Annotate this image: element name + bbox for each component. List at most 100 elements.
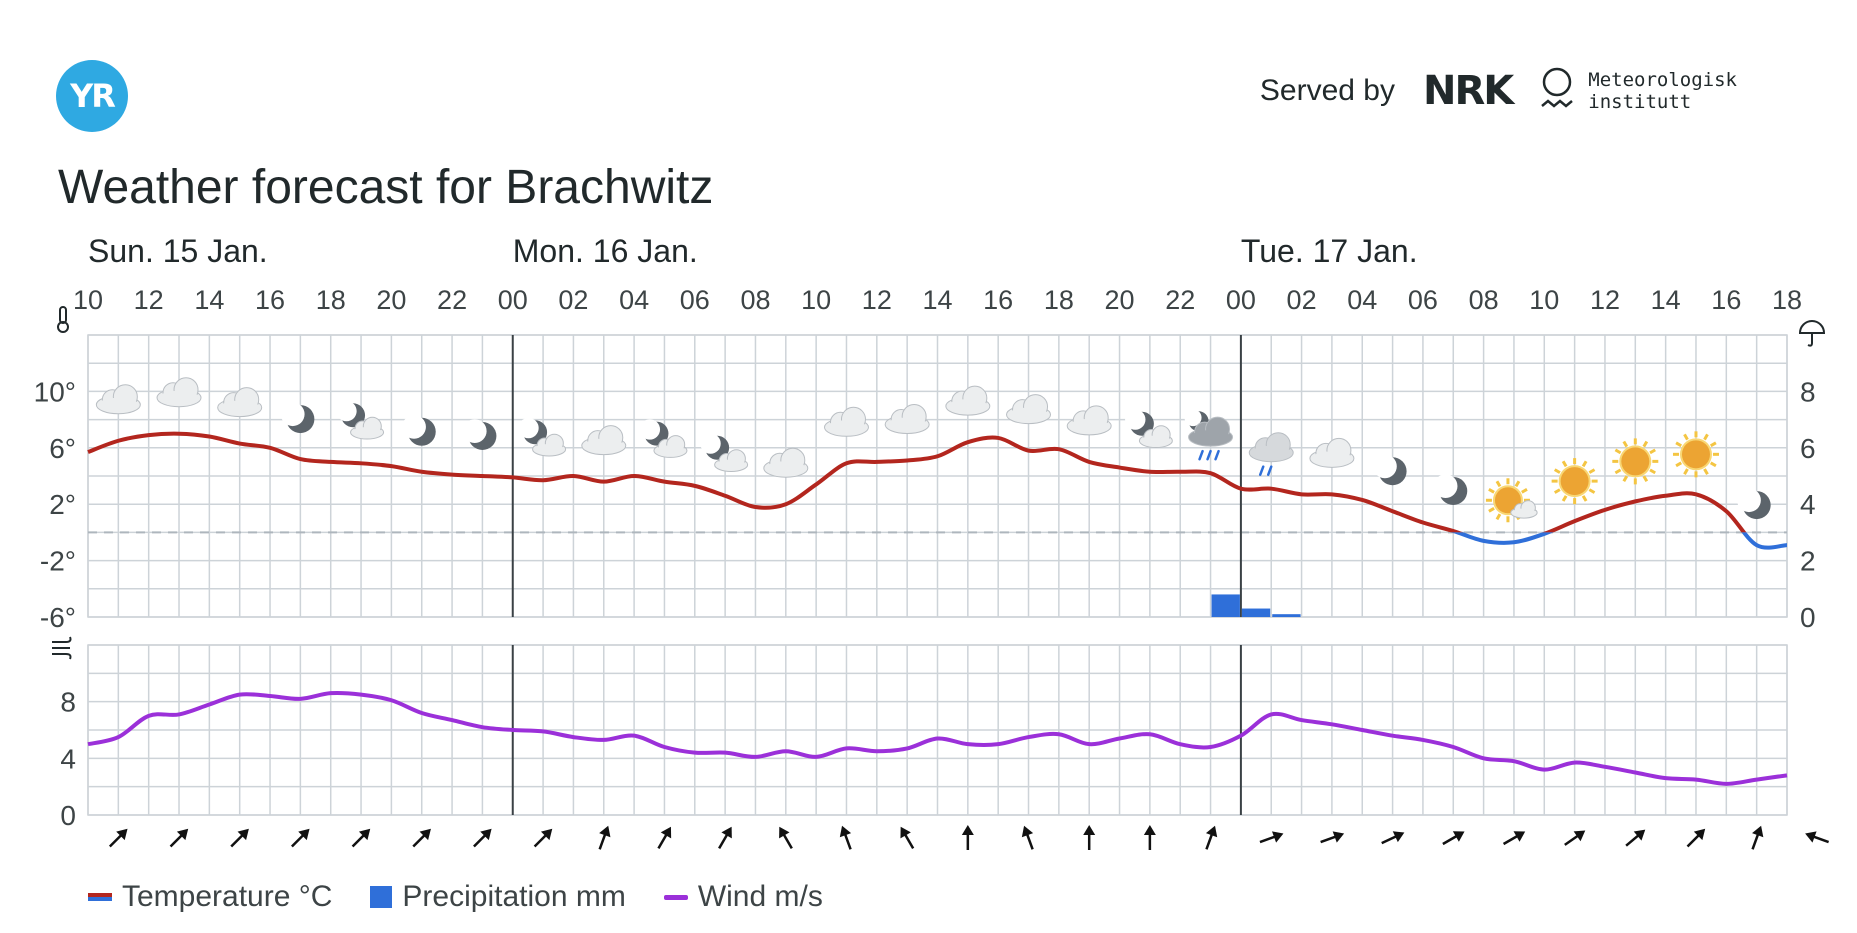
legend-temperature: Temperature °C — [88, 880, 332, 914]
x-tick-label: 04 — [619, 285, 649, 315]
wind-arrow — [1143, 825, 1156, 850]
met-logo-icon — [1541, 67, 1574, 108]
wind-arrow — [412, 828, 431, 848]
precipitation-axis-label: 0 — [1800, 602, 1816, 633]
wind-arrow — [1564, 830, 1586, 846]
legend-temperature-label: Temperature °C — [122, 880, 333, 913]
met-logo-text: Meteorologisk institutt — [1588, 69, 1737, 113]
x-tick-label: 20 — [1105, 285, 1135, 315]
x-tick-label: 12 — [862, 285, 892, 315]
weather-symbol-partlycloudy-night — [336, 400, 385, 440]
x-tick-label: 18 — [1772, 285, 1802, 315]
wind-arrow — [169, 828, 189, 848]
weather-symbol-cloudy — [823, 406, 869, 437]
wind-arrow — [230, 828, 249, 848]
precipitation-bar — [1272, 614, 1301, 617]
wind-icon — [52, 636, 72, 660]
precipitation-axis-label: 8 — [1800, 376, 1816, 407]
page-title: Weather forecast for Brachwitz — [58, 161, 714, 214]
met-line1: Meteorologisk — [1588, 69, 1737, 91]
wind-arrow — [1320, 831, 1345, 844]
day-label: Tue. 17 Jan. — [1241, 233, 1418, 269]
x-tick-label: 18 — [316, 285, 346, 315]
wind-arrow — [473, 828, 492, 848]
weather-symbol-cloudy — [95, 384, 141, 415]
precipitation-axis-label: 4 — [1800, 489, 1816, 520]
x-tick-label: 22 — [1165, 285, 1195, 315]
yr-logo-text: YR — [70, 77, 116, 115]
wind-arrow — [961, 825, 974, 850]
met-logo[interactable]: Meteorologisk institutt — [1540, 66, 1737, 116]
x-tick-label: 14 — [1651, 285, 1681, 315]
legend-precipitation-swatch — [370, 886, 393, 908]
wind-arrow — [1502, 831, 1526, 846]
wind-arrow — [1083, 825, 1096, 850]
legend-precipitation-label: Precipitation mm — [402, 880, 626, 913]
weather-symbol-clearsky-night — [1372, 454, 1407, 486]
precipitation-axis-label: 6 — [1800, 433, 1816, 464]
weather-symbol-cloudy — [945, 385, 991, 416]
temperature-line-warm — [87, 431, 1747, 533]
x-tick-label: 06 — [680, 285, 710, 315]
yr-logo[interactable]: YR — [56, 60, 128, 132]
wind-arrow — [718, 826, 732, 850]
precipitation-bar — [1211, 594, 1240, 617]
weather-symbol-partlycloudy-night — [639, 419, 688, 458]
x-tick-label: 10 — [801, 285, 831, 315]
x-tick-label: 16 — [1711, 285, 1741, 315]
weather-symbol-clearsky-night — [1737, 488, 1771, 520]
day-label: Mon. 16 Jan. — [513, 233, 698, 269]
wind-arrow — [657, 826, 672, 850]
weather-symbol-partlycloudy-night — [700, 433, 749, 472]
x-tick-label: 22 — [437, 285, 467, 315]
weather-symbol-clearsky-night — [402, 414, 436, 446]
wind-arrow — [1442, 831, 1465, 846]
wind-arrow — [533, 828, 553, 848]
x-tick-label: 00 — [1226, 285, 1256, 315]
weather-symbol-clearsky-night — [280, 402, 315, 434]
thermometer-icon — [57, 306, 69, 333]
wind-arrow — [1381, 831, 1405, 845]
weather-symbol-cloudy — [156, 377, 202, 408]
temperature-axis-label: -6° — [40, 602, 76, 633]
umbrella-icon — [1798, 320, 1826, 347]
weather-symbol-cloudy — [1309, 437, 1355, 468]
legend-precipitation: Precipitation mm — [370, 880, 626, 914]
temperature-grid — [87, 334, 1788, 618]
weather-symbol-clearsky-day — [1672, 431, 1719, 478]
precipitation-bar — [1241, 608, 1271, 617]
wind-arrow — [598, 825, 611, 850]
wind-arrow — [1205, 825, 1218, 850]
grid-border — [87, 644, 1788, 816]
weather-symbol-clearsky-night — [462, 419, 497, 450]
x-tick-label: 16 — [983, 285, 1013, 315]
wind-arrow — [1686, 828, 1706, 848]
x-tick-label: 08 — [1469, 285, 1499, 315]
temperature-axis-label: 10° — [34, 376, 76, 407]
wind-arrow — [291, 828, 310, 848]
served-by-label: Served by — [1259, 74, 1395, 107]
x-tick-label: 08 — [740, 285, 770, 315]
temperature-axis-label: 2° — [49, 489, 76, 520]
wind-arrow — [839, 825, 852, 850]
weather-symbol-partlycloudy-day — [1485, 478, 1538, 523]
weather-symbol-cloudy — [884, 403, 930, 434]
legend-temperature-swatch — [88, 893, 112, 901]
wind-axis-label: 8 — [60, 687, 76, 718]
x-tick-label: 10 — [1529, 285, 1559, 315]
wind-line — [87, 690, 1788, 786]
nrk-logo[interactable]: NRK — [1423, 68, 1514, 114]
wind-axis-label: 0 — [60, 800, 76, 831]
x-tick-label: 16 — [255, 285, 285, 315]
x-tick-label: 04 — [1347, 285, 1377, 315]
x-tick-label: 00 — [498, 285, 528, 315]
legend-wind-swatch — [663, 894, 688, 900]
x-tick-label: 12 — [1590, 285, 1620, 315]
x-tick-label: 06 — [1408, 285, 1438, 315]
weather-symbol-clearsky-day — [1551, 458, 1598, 505]
grid-border — [87, 334, 1788, 618]
forecast-chart: Sun. 15 Jan. Mon. 16 Jan. Tue. 17 Jan. 10 12… — [34, 233, 1830, 850]
wind-grid — [87, 644, 1788, 816]
weather-symbol-lightrain — [1248, 432, 1294, 476]
